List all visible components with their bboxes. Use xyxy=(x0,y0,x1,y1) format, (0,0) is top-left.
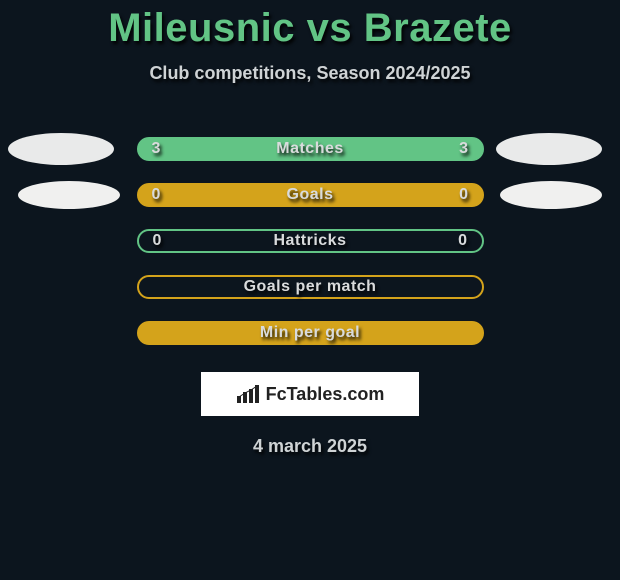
bars-icon xyxy=(236,384,260,404)
stat-row-matches: 3 Matches 3 xyxy=(0,126,620,172)
stat-right-value: 3 xyxy=(459,140,468,158)
stat-right-value: 0 xyxy=(459,186,468,204)
stat-left-value: 0 xyxy=(153,232,162,250)
stat-bar: Goals per match xyxy=(137,275,484,299)
date-label: 4 march 2025 xyxy=(0,436,620,457)
stat-label: Hattricks xyxy=(274,232,347,250)
stat-bar: Min per goal xyxy=(137,321,484,345)
stat-row-goals-per-match: Goals per match xyxy=(0,264,620,310)
stat-row-min-per-goal: Min per goal xyxy=(0,310,620,356)
stat-row-hattricks: 0 Hattricks 0 xyxy=(0,218,620,264)
stat-bar: 3 Matches 3 xyxy=(137,137,484,161)
stat-row-goals: 0 Goals 0 xyxy=(0,172,620,218)
brand-badge: FcTables.com xyxy=(201,372,419,416)
brand-text: FcTables.com xyxy=(266,384,385,405)
player-right-name: Brazete xyxy=(364,6,512,50)
stat-bar: 0 Hattricks 0 xyxy=(137,229,484,253)
stat-label: Matches xyxy=(276,140,344,158)
player-left-avatar-small xyxy=(18,181,120,209)
stat-bar: 0 Goals 0 xyxy=(137,183,484,207)
title-joiner: vs xyxy=(307,6,353,50)
player-left-name: Mileusnic xyxy=(108,6,295,50)
stat-label: Goals xyxy=(287,186,334,204)
player-right-avatar xyxy=(496,133,602,165)
player-left-avatar xyxy=(8,133,114,165)
comparison-card: Mileusnic vs Brazete Club competitions, … xyxy=(0,0,620,580)
stat-right-value: 0 xyxy=(458,232,467,250)
subtitle: Club competitions, Season 2024/2025 xyxy=(0,63,620,84)
stat-label: Goals per match xyxy=(244,278,377,296)
player-right-avatar-small xyxy=(500,181,602,209)
stats-section: 3 Matches 3 0 Goals 0 0 Hattricks 0 xyxy=(0,126,620,457)
stat-left-value: 3 xyxy=(152,140,161,158)
stat-label: Min per goal xyxy=(260,324,360,342)
page-title: Mileusnic vs Brazete xyxy=(0,0,620,51)
stat-left-value: 0 xyxy=(152,186,161,204)
